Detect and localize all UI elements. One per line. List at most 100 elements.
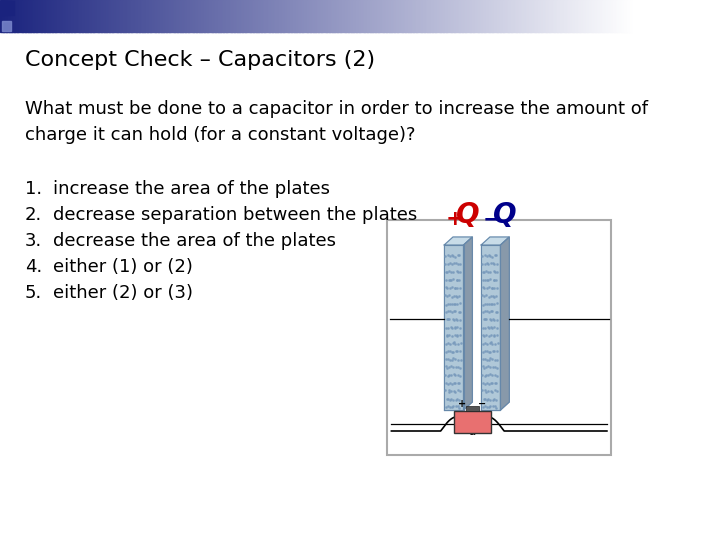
Bar	[518, 0, 520, 32]
Bar	[526, 0, 528, 32]
Bar	[390, 0, 392, 32]
Bar	[508, 0, 510, 32]
Bar	[317, 0, 319, 32]
Bar	[181, 0, 182, 32]
Bar	[570, 0, 572, 32]
Bar	[140, 0, 141, 32]
Bar	[541, 0, 544, 32]
Bar	[119, 0, 121, 32]
Bar	[432, 0, 434, 32]
Bar	[11, 0, 13, 32]
Bar	[521, 0, 523, 32]
Bar	[407, 0, 409, 32]
Bar	[53, 0, 54, 32]
Bar	[486, 0, 488, 32]
Bar	[282, 0, 284, 32]
Bar	[436, 0, 438, 32]
Bar	[605, 0, 607, 32]
Bar	[448, 0, 450, 32]
Bar	[548, 0, 550, 32]
Bar	[374, 0, 376, 32]
Bar	[1, 21, 11, 31]
Bar	[444, 0, 446, 32]
Bar	[543, 0, 545, 32]
Bar	[621, 0, 623, 32]
Bar	[33, 0, 35, 32]
Bar	[274, 0, 276, 32]
Bar	[206, 0, 208, 32]
Bar	[27, 0, 29, 32]
Bar	[416, 0, 418, 32]
Bar	[554, 0, 556, 32]
Bar	[185, 0, 187, 32]
Bar	[312, 0, 314, 32]
Bar	[284, 0, 285, 32]
Bar	[345, 0, 347, 32]
Bar	[73, 0, 75, 32]
Bar	[321, 0, 323, 32]
Text: 1.: 1.	[24, 180, 42, 198]
Bar	[516, 0, 518, 32]
Bar	[350, 0, 352, 32]
Bar	[315, 0, 317, 32]
Bar	[499, 0, 500, 32]
Bar	[74, 0, 76, 32]
Bar	[467, 0, 469, 32]
Bar	[454, 411, 491, 433]
Bar	[491, 0, 492, 32]
Bar	[65, 0, 67, 32]
Bar	[223, 0, 225, 32]
Bar	[78, 0, 80, 32]
Bar	[244, 0, 246, 32]
Bar	[117, 0, 120, 32]
Bar	[556, 0, 558, 32]
Bar	[590, 0, 593, 32]
Bar	[328, 0, 330, 32]
Bar	[364, 0, 366, 32]
Bar	[70, 0, 72, 32]
Bar	[35, 0, 37, 32]
Bar	[348, 0, 351, 32]
Text: d: d	[469, 425, 476, 438]
Bar	[197, 0, 198, 32]
Bar	[202, 0, 204, 32]
Bar	[413, 0, 415, 32]
Bar	[62, 0, 64, 32]
Bar	[505, 0, 507, 32]
Text: either (1) or (2): either (1) or (2)	[53, 258, 193, 276]
Bar	[415, 0, 417, 32]
Bar	[437, 0, 439, 32]
Bar	[66, 0, 68, 32]
Bar	[297, 0, 300, 32]
Bar	[480, 0, 482, 32]
Bar	[22, 0, 24, 32]
Bar	[445, 0, 447, 32]
Bar	[438, 0, 441, 32]
Bar	[626, 0, 627, 32]
Bar	[459, 0, 462, 32]
Bar	[454, 0, 456, 32]
Bar	[242, 0, 244, 32]
Text: −: −	[478, 399, 487, 409]
Bar	[277, 0, 279, 32]
Bar	[343, 0, 346, 32]
Bar	[519, 0, 521, 32]
Bar	[351, 0, 354, 32]
Bar	[358, 0, 360, 32]
Bar	[457, 0, 459, 32]
Text: Q: Q	[456, 201, 480, 229]
Bar	[116, 0, 117, 32]
Bar	[600, 0, 602, 32]
Bar	[76, 0, 78, 32]
Bar	[597, 0, 599, 32]
Bar	[426, 0, 428, 32]
Bar	[619, 0, 621, 32]
Bar	[218, 0, 220, 32]
Bar	[383, 0, 385, 32]
Bar	[337, 0, 339, 32]
Bar	[252, 0, 253, 32]
Bar	[440, 0, 442, 32]
Bar	[424, 0, 426, 32]
Bar	[19, 0, 21, 32]
Bar	[475, 0, 477, 32]
